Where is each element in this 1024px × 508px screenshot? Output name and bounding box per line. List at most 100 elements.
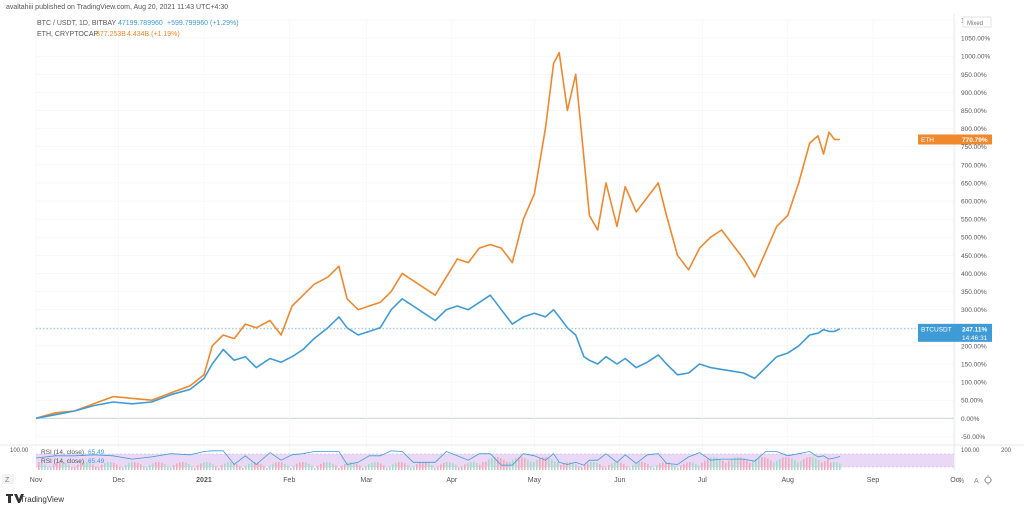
histogram-bar xyxy=(680,465,682,470)
histogram-bar xyxy=(764,457,766,470)
histogram-bar xyxy=(836,462,838,470)
histogram-bar xyxy=(533,461,535,470)
histogram-bar xyxy=(404,463,406,470)
histogram-bar xyxy=(350,462,352,470)
last-value-number: 247.11% xyxy=(962,326,988,333)
histogram-bar xyxy=(710,457,712,470)
histogram-bar xyxy=(545,457,547,470)
zoom-button[interactable]: Z xyxy=(2,474,14,484)
histogram-bar xyxy=(590,462,592,470)
histogram-bar xyxy=(122,467,124,470)
histogram-bar xyxy=(269,465,271,470)
histogram-bar xyxy=(659,463,661,470)
histogram-bar xyxy=(683,463,685,470)
histogram-bar xyxy=(812,457,814,470)
y-axis: 1100.00%1050.00%1000.00%950.00%900.00%85… xyxy=(961,18,990,441)
histogram-bar xyxy=(728,460,730,470)
histogram-bar xyxy=(524,457,526,470)
histogram-bar xyxy=(491,457,493,470)
auto-scale-icon[interactable]: A xyxy=(974,478,979,485)
histogram-bar xyxy=(713,457,715,470)
x-tick-label: 2021 xyxy=(196,477,212,484)
histogram-bar xyxy=(506,461,508,470)
legend-eth[interactable]: ETH, CRYPTOCAP 377.253B 4.434B (+1.19%) xyxy=(37,31,180,38)
tradingview-logo-text: TradingView xyxy=(20,495,64,504)
histogram-bar xyxy=(278,462,280,470)
x-tick-label: Oct xyxy=(950,477,961,484)
histogram-bar xyxy=(572,462,574,470)
rsi-indicator-pane[interactable]: RSI (14, close) 65.49 RSI (14, close) 65.49… xyxy=(0,444,1024,470)
legend-btc-value: 47199.789960 xyxy=(118,20,163,27)
histogram-bar xyxy=(653,467,655,470)
histogram-bar xyxy=(224,463,226,470)
histogram-bar xyxy=(323,462,325,470)
histogram-bar xyxy=(383,465,385,470)
scale-mode-button[interactable]: Mixed xyxy=(962,16,992,28)
histogram-bar xyxy=(212,464,214,470)
histogram-bar xyxy=(146,467,148,470)
tradingview-logo[interactable]: TradingView xyxy=(6,494,64,504)
histogram-bar xyxy=(293,465,295,470)
histogram-bar xyxy=(335,465,337,470)
histogram-bar xyxy=(449,462,451,470)
legend-btc[interactable]: BTC / USDT, 1D, BITBAY 47199.789960 +599… xyxy=(37,20,239,27)
histogram-bar xyxy=(740,457,742,470)
histogram-bar xyxy=(626,466,628,470)
x-tick-label: Aug xyxy=(781,477,794,484)
histogram-bar xyxy=(245,465,247,470)
histogram-bar xyxy=(239,465,241,470)
histogram-bar xyxy=(734,457,736,470)
gear-icon[interactable] xyxy=(984,475,992,485)
histogram-bar xyxy=(611,463,613,470)
histogram-bar xyxy=(305,462,307,470)
histogram-bar xyxy=(785,457,787,470)
axis-settings-icons[interactable]: % A xyxy=(958,475,992,485)
histogram-bar xyxy=(509,461,511,470)
histogram-bar xyxy=(773,462,775,470)
histogram-bar xyxy=(101,464,103,470)
histogram-bar xyxy=(104,463,106,470)
histogram-bar xyxy=(560,464,562,470)
last-value-series-name: BTCUSDT xyxy=(921,326,952,333)
histogram-bar xyxy=(242,467,244,470)
histogram-bar xyxy=(359,465,361,470)
histogram-bar xyxy=(338,467,340,470)
histogram-bar xyxy=(671,463,673,470)
rsi-label-2: RSI (14, close) xyxy=(41,458,84,465)
histogram-bar xyxy=(170,467,172,470)
y-tick-label: 900.00% xyxy=(961,90,987,97)
histogram-bar xyxy=(797,462,799,470)
histogram-bar xyxy=(827,459,829,470)
last-value-series-name: ETH xyxy=(921,137,934,144)
percent-scale-icon[interactable]: % xyxy=(958,478,964,485)
histogram-bar xyxy=(521,457,523,470)
histogram-bar xyxy=(755,458,757,470)
histogram-bar xyxy=(377,462,379,470)
histogram-bar xyxy=(275,462,277,470)
histogram-bar xyxy=(830,462,832,470)
histogram-bar xyxy=(719,458,721,470)
histogram-bar xyxy=(131,462,133,470)
histogram-bar xyxy=(761,457,763,470)
histogram-bar xyxy=(515,458,517,470)
histogram-bar xyxy=(704,460,706,470)
y-tick-label: 650.00% xyxy=(961,180,987,187)
histogram-bar xyxy=(638,462,640,470)
histogram-bar xyxy=(176,463,178,470)
histogram-bar xyxy=(554,461,556,470)
histogram-bar xyxy=(428,463,430,470)
histogram-bar xyxy=(566,462,568,470)
histogram-bar xyxy=(473,462,475,470)
histogram-bar xyxy=(563,463,565,470)
histogram-bar xyxy=(230,462,232,470)
histogram-bar xyxy=(695,463,697,470)
histogram-bar xyxy=(614,462,616,470)
histogram-bar xyxy=(368,464,370,470)
histogram-bar xyxy=(44,464,46,470)
published-caption: avaltahiii published on TradingView.com,… xyxy=(6,4,228,11)
histogram-bar xyxy=(581,467,583,470)
histogram-bar xyxy=(662,462,664,470)
legend-eth-value: 377.253B xyxy=(96,31,126,38)
indicator-scale-far: 200 xyxy=(1001,448,1012,454)
